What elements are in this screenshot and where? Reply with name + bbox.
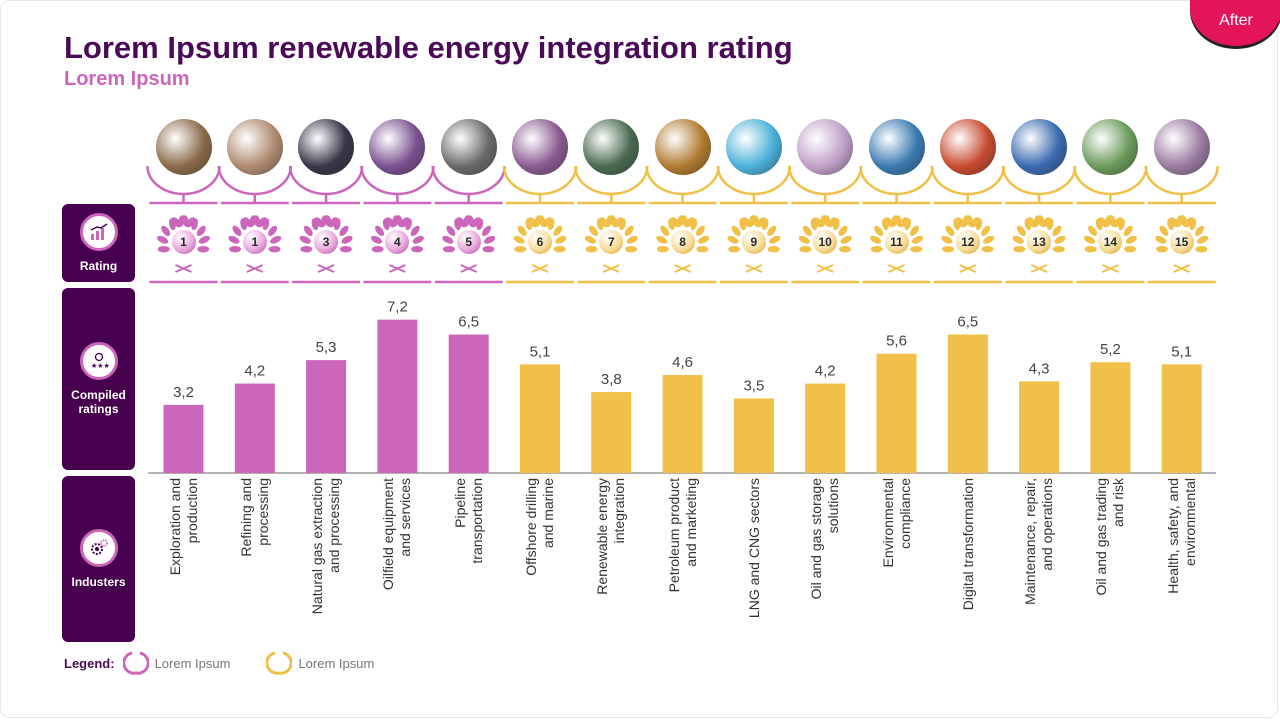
rating-panel: Rating (62, 204, 135, 282)
rank-badge: 10 (813, 230, 838, 254)
compiled-ratings-panel: ★★★ Compiled ratings (62, 288, 135, 470)
industry-photo (510, 117, 570, 177)
legend-item-yellow: Lorem Ipsum (266, 650, 374, 676)
industry-label: Renewable energy integration (594, 478, 628, 595)
rank-badge: 3 (314, 230, 339, 254)
industry-photo (1151, 117, 1212, 177)
legend-item-pink: Lorem Ipsum (122, 650, 231, 676)
gears-icon (79, 529, 118, 567)
industry-label: Exploration and production (166, 478, 200, 576)
industry-photo (153, 117, 214, 177)
svg-text:★★★: ★★★ (91, 362, 110, 370)
industry-label: Oilfield equipment and services (380, 478, 414, 591)
rank-badge: 1 (242, 230, 267, 254)
rank-badge: 15 (1169, 230, 1194, 254)
industry-photo (723, 117, 784, 177)
industry-label: Natural gas extraction and processing (309, 478, 343, 615)
industry-label: Digital transformation (959, 478, 976, 611)
industry-photo (367, 117, 428, 177)
industry-label: Oil and gas storage solutions (808, 478, 842, 600)
industries-panel-label: Industers (71, 575, 126, 589)
legend-title: Legend: (64, 655, 115, 671)
industry-label: Health, safety, and environmental (1164, 478, 1198, 594)
page-subtitle: Lorem Ipsum (64, 68, 190, 90)
laurel-yellow-icon (266, 651, 293, 675)
rank-badge: 7 (599, 230, 624, 254)
rank-badge: 5 (456, 230, 481, 254)
industry-label: Refining and processing (237, 478, 271, 557)
rank-badge: 6 (528, 230, 552, 254)
rank-badge: 12 (955, 230, 980, 254)
rank-badge: 8 (670, 230, 695, 254)
industry-photo (937, 117, 998, 177)
industry-label: Offshore drilling and marine (523, 478, 556, 576)
industry-label: LNG and CNG sectors (745, 478, 762, 619)
stars-icon: ★★★ (79, 342, 118, 380)
industry-photo (652, 117, 713, 177)
rank-badge: 9 (741, 230, 766, 254)
industry-label: Environmental compliance (879, 478, 913, 568)
rank-badge: 1 (171, 230, 196, 254)
rating-chart-icon (79, 213, 118, 251)
rank-badge: 13 (1027, 230, 1052, 254)
legend-item-label: Lorem Ipsum (154, 655, 231, 671)
laurel-pink-icon (122, 651, 149, 675)
rank-badge: 4 (385, 230, 410, 254)
industry-photo (581, 117, 642, 177)
industry-label: Petroleum product and marketing (665, 478, 699, 593)
industry-photo (795, 117, 856, 177)
industry-label: Maintenance, repair, and operations (1022, 478, 1056, 605)
legend: Legend: Lorem Ipsum Lorem Ipsum (64, 650, 410, 676)
rank-badge: 14 (1098, 230, 1123, 254)
industry-label: Oil and gas trading and risk (1093, 478, 1127, 596)
legend-item-label: Lorem Ipsum (298, 655, 375, 671)
industry-photo (1080, 117, 1141, 177)
industries-panel: Industers (62, 476, 135, 642)
rank-badge: 11 (884, 230, 909, 254)
industry-photo (224, 117, 285, 177)
industry-label: Pipeline transportation (451, 478, 485, 564)
rating-panel-label: Rating (79, 259, 118, 273)
page-title: Lorem Ipsum renewable energy integration… (64, 30, 793, 65)
industry-photo (1009, 117, 1070, 177)
industry-photo (438, 117, 499, 177)
industry-photo (296, 117, 357, 177)
compiled-ratings-label: Compiled ratings (71, 388, 126, 416)
industry-photo (866, 117, 927, 177)
